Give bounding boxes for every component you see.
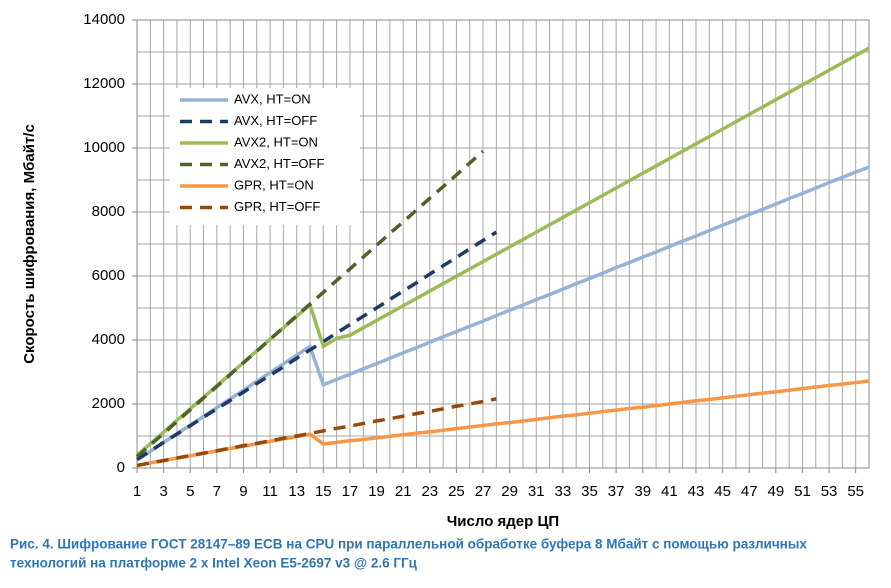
legend-label: AVX2, HT=OFF <box>234 156 324 171</box>
x-tick-label: 5 <box>186 483 194 500</box>
caption-line: Рис. 4. Шифрование ГОСТ 28147–89 ECB на … <box>10 537 807 552</box>
legend-label: AVX, HT=ON <box>234 91 311 106</box>
y-tick-label: 14000 <box>83 11 125 28</box>
legend-label: GPR, HT=OFF <box>234 199 320 214</box>
x-tick-label: 55 <box>847 483 864 500</box>
x-tick-label: 17 <box>342 483 359 500</box>
x-tick-label: 19 <box>368 483 385 500</box>
x-tick-label: 49 <box>767 483 784 500</box>
x-tick-label: 11 <box>262 483 278 500</box>
legend-label: AVX2, HT=ON <box>234 134 318 149</box>
x-tick-label: 39 <box>634 483 651 500</box>
x-tick-label: 25 <box>448 483 465 500</box>
x-tick-label: 51 <box>794 483 811 500</box>
x-tick-label: 43 <box>688 483 705 500</box>
x-tick-label: 7 <box>213 483 221 500</box>
series-line <box>136 230 498 461</box>
x-tick-label: 53 <box>821 483 838 500</box>
series-line <box>136 379 870 468</box>
plot-frame <box>136 19 870 469</box>
x-tick-label: 27 <box>475 483 492 500</box>
x-tick-label: 47 <box>741 483 758 500</box>
x-tick-label: 15 <box>315 483 332 500</box>
legend-label: GPR, HT=ON <box>234 177 314 192</box>
series-line <box>136 397 497 468</box>
x-tick-label: 23 <box>421 483 438 500</box>
y-axis-label: Скорость шифрования, Мбайт/с <box>21 124 38 364</box>
x-tick-label: 13 <box>288 483 305 500</box>
x-tick-label: 3 <box>159 483 167 500</box>
legend-box <box>170 88 360 225</box>
x-tick-label: 9 <box>239 483 247 500</box>
x-tick-label: 37 <box>608 483 625 500</box>
caption-line: технологий на платформе 2 x Intel Xeon E… <box>10 556 418 571</box>
x-tick-label: 45 <box>714 483 731 500</box>
x-tick-label: 29 <box>501 483 518 500</box>
y-tick-label: 2000 <box>92 395 125 412</box>
y-tick-label: 10000 <box>83 139 125 156</box>
x-tick-label: 35 <box>581 483 598 500</box>
legend-label: AVX, HT=OFF <box>234 113 317 128</box>
x-tick-label: 41 <box>661 483 678 500</box>
y-tick-label: 6000 <box>92 267 125 284</box>
x-axis-label: Число ядер ЦП <box>447 513 559 530</box>
y-tick-label: 0 <box>117 459 125 476</box>
y-tick-label: 12000 <box>83 75 125 92</box>
y-tick-label: 8000 <box>92 203 125 220</box>
series-line <box>136 165 870 462</box>
x-tick-label: 31 <box>528 483 545 500</box>
x-tick-label: 21 <box>395 483 412 500</box>
series-line <box>135 149 485 459</box>
x-tick-label: 1 <box>133 483 141 500</box>
y-tick-label: 4000 <box>92 331 125 348</box>
x-tick-label: 33 <box>555 483 572 500</box>
